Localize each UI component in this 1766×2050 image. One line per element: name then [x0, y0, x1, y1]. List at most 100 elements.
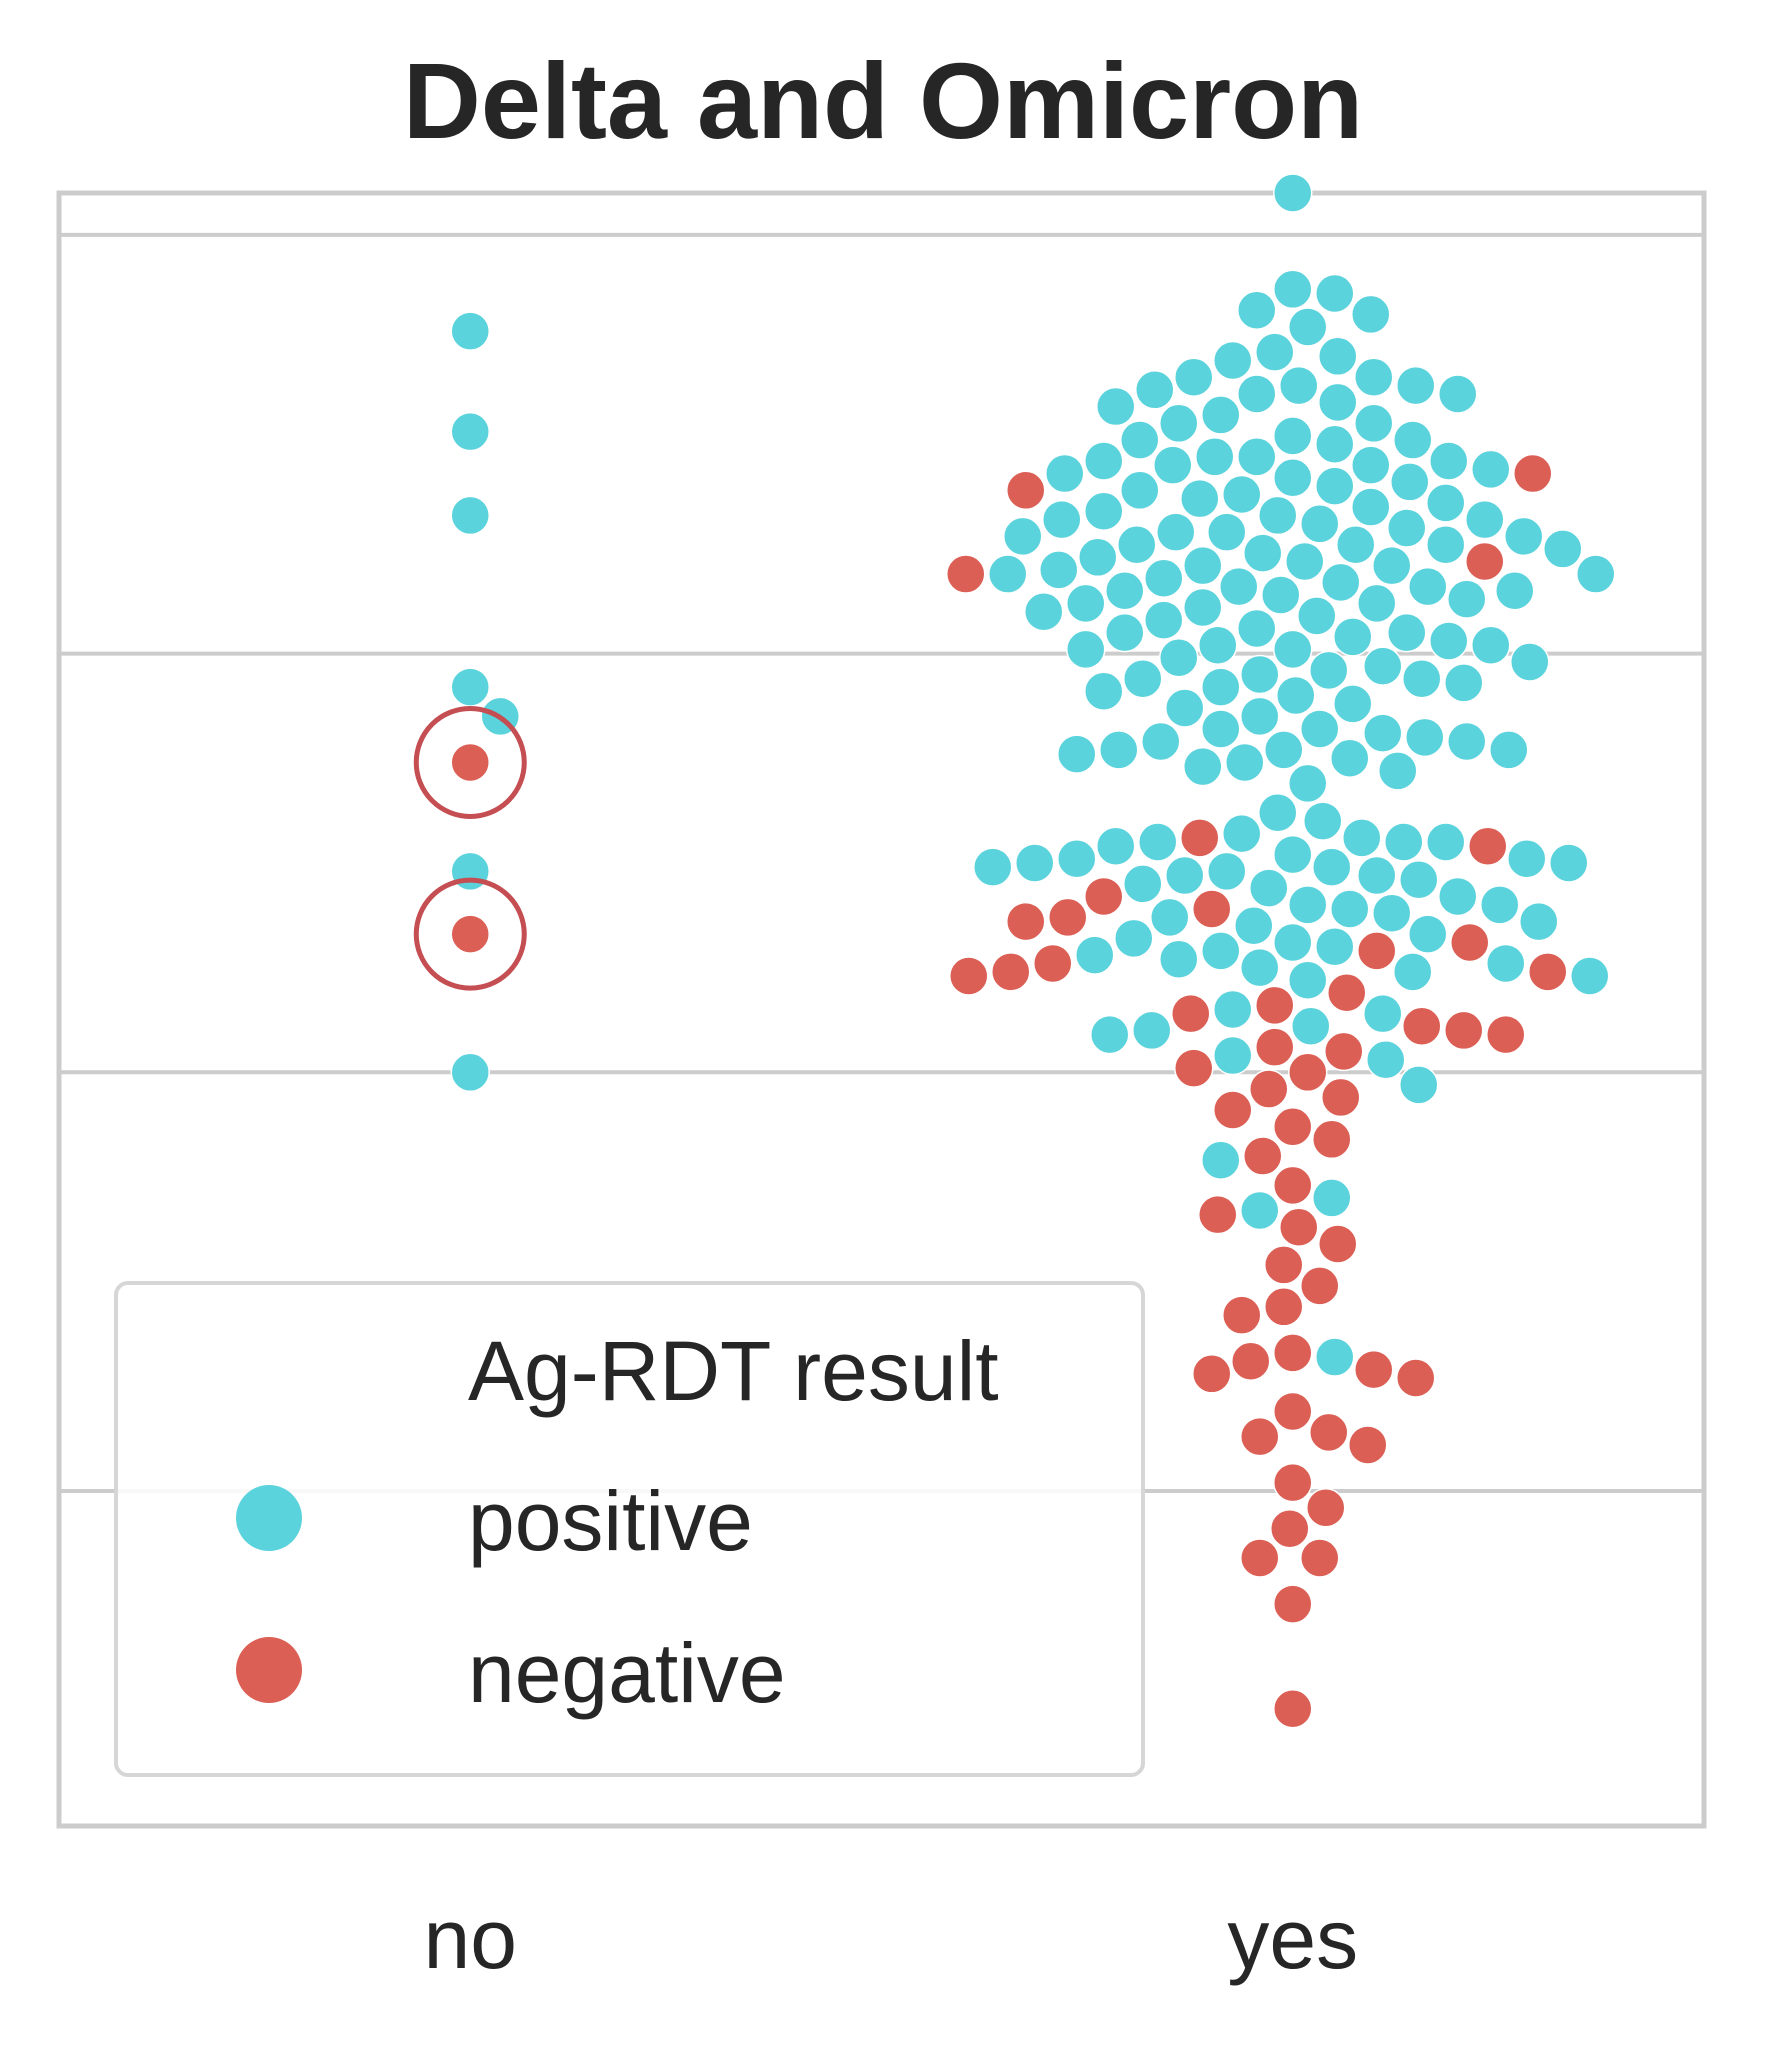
data-point-positive-yes: [1084, 671, 1124, 712]
data-point-negative-yes: [949, 956, 989, 996]
data-point-negative-yes: [1396, 1358, 1436, 1398]
data-point-positive-yes: [1330, 738, 1370, 779]
data-point-positive-yes: [1426, 483, 1466, 523]
highlight-ring: [413, 705, 527, 819]
data-point-negative-yes: [1048, 897, 1088, 938]
data-point-positive-yes: [1123, 864, 1163, 904]
data-point-negative-yes: [1357, 931, 1397, 971]
data-point-positive-yes: [1159, 403, 1199, 444]
data-point-positive-yes: [1426, 524, 1466, 565]
data-point-positive-yes: [1273, 173, 1313, 213]
data-point-negative-yes: [1231, 1341, 1271, 1381]
highlight-rings: [413, 705, 527, 991]
data-point-positive-yes: [1357, 855, 1397, 896]
data-point-positive-yes: [1042, 499, 1082, 540]
data-point-positive-yes: [1300, 709, 1340, 749]
data-point-positive-yes: [1219, 566, 1259, 607]
data-point-positive-yes: [1408, 566, 1448, 607]
data-point-positive-yes: [1096, 386, 1136, 427]
legend-marker-negative: [236, 1637, 302, 1703]
data-point-positive-yes: [1264, 730, 1304, 770]
data-point-negative-yes: [1309, 1412, 1349, 1453]
data-point-positive-yes: [1318, 382, 1358, 423]
data-point-negative-yes: [1444, 1010, 1484, 1051]
data-point-negative-yes: [1192, 1354, 1232, 1394]
data-point-positive-yes: [1336, 524, 1376, 565]
data-point-negative-yes: [1273, 1584, 1313, 1624]
data-point-positive-yes: [1255, 332, 1295, 372]
data-point-positive-no: [450, 667, 490, 707]
data-point-negative-yes: [1300, 1266, 1340, 1306]
data-point-positive-yes: [1351, 294, 1391, 335]
data-point-positive-yes: [1144, 558, 1184, 598]
data-point-negative-yes: [1255, 1027, 1295, 1067]
data-point-negative-yes: [946, 554, 986, 594]
data-point-positive-yes: [1240, 947, 1280, 988]
data-point-positive-yes: [1096, 826, 1136, 866]
data-point-positive-yes: [1144, 600, 1184, 640]
data-point-positive-yes: [1213, 1035, 1253, 1076]
data-point-positive-yes: [1315, 273, 1355, 314]
data-point-positive-yes: [1402, 658, 1442, 699]
data-point-positive-yes: [1315, 466, 1355, 506]
data-point-positive-yes: [1318, 336, 1358, 377]
data-point-positive-yes: [1510, 642, 1550, 682]
data-point-positive-yes: [1285, 541, 1325, 582]
data-point-positive-yes: [1372, 893, 1412, 933]
data-point-positive-yes: [1213, 989, 1253, 1030]
data-point-positive-yes: [1198, 625, 1238, 665]
data-point-positive-yes: [1315, 1337, 1355, 1377]
data-point-positive-yes: [1312, 1178, 1352, 1218]
data-point-positive-yes: [1273, 457, 1313, 498]
data-point-positive-yes: [1024, 591, 1064, 632]
data-point-positive-yes: [1330, 889, 1370, 929]
highlight-ring: [413, 877, 527, 991]
data-point-positive-yes: [1408, 914, 1448, 954]
data-point-positive-yes: [1489, 730, 1529, 770]
data-point-positive-yes: [1426, 822, 1466, 862]
data-point-negative-yes: [1279, 1207, 1319, 1247]
data-point-positive-yes: [973, 847, 1013, 887]
data-point-positive-yes: [1480, 885, 1520, 925]
data-point-negative-yes: [1240, 1416, 1280, 1457]
data-point-positive-yes: [1471, 449, 1511, 490]
data-point-positive-yes: [1576, 554, 1616, 594]
data-point-positive-yes: [1150, 897, 1190, 938]
data-point-negative-yes: [1402, 1006, 1442, 1046]
data-point-positive-yes: [1357, 583, 1397, 624]
data-point-positive-yes: [1312, 847, 1352, 887]
data-point-positive-yes: [1390, 462, 1430, 502]
data-point-negative-yes: [1264, 1245, 1304, 1285]
data-point-positive-yes: [1105, 612, 1145, 653]
data-point-negative-yes: [1084, 876, 1124, 917]
data-point-negative-yes: [1249, 1069, 1289, 1109]
data-point-negative-yes: [1300, 1538, 1340, 1578]
legend-box: [114, 1281, 1145, 1777]
data-point-positive-yes: [1240, 1190, 1280, 1231]
data-point-positive-yes: [1363, 646, 1403, 686]
data-point-negative-yes: [1273, 1165, 1313, 1206]
data-point-negative-yes: [1273, 1391, 1313, 1432]
data-point-negative-yes: [1348, 1425, 1388, 1465]
data-point-positive-yes: [1222, 474, 1262, 515]
data-point-negative-yes: [1513, 453, 1553, 494]
data-point-negative-yes: [1468, 826, 1508, 866]
data-point-positive-yes: [1387, 612, 1427, 653]
data-point-positive-yes: [1288, 307, 1328, 347]
data-point-positive-yes: [1507, 839, 1547, 879]
data-point-negative-yes: [1192, 889, 1232, 929]
data-point-positive-yes: [1300, 504, 1340, 544]
data-point-positive-yes: [1123, 658, 1163, 699]
data-point-positive-yes: [1240, 654, 1280, 695]
data-point-positive-yes: [1393, 420, 1433, 460]
data-point-positive-yes: [1444, 663, 1484, 703]
data-point-positive-yes: [1504, 516, 1544, 557]
data-point-negative-yes: [1222, 1295, 1262, 1335]
legend-title: Ag-RDT result: [468, 1324, 999, 1418]
data-point-positive-yes: [1258, 792, 1298, 833]
data-point-positive-yes: [1213, 340, 1253, 381]
data-point-positive-yes: [1291, 1006, 1331, 1046]
data-point-negative-yes: [1198, 1194, 1238, 1235]
data-point-positive-yes: [1276, 675, 1316, 716]
data-point-negative-yes: [1213, 1090, 1253, 1130]
